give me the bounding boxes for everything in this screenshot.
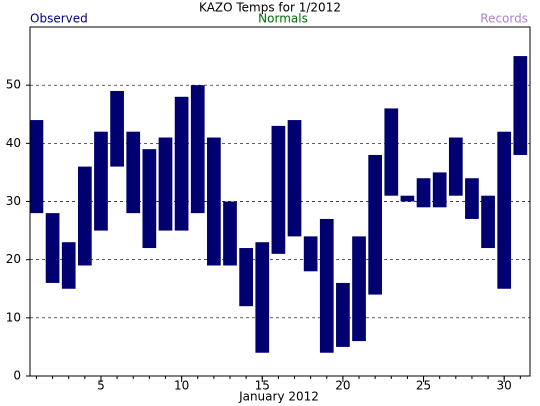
bar — [368, 154, 383, 295]
x-tick-label: 5 — [97, 379, 105, 393]
x-tick-label: 30 — [497, 379, 512, 393]
bar — [77, 166, 92, 266]
y-tick-label: 50 — [6, 78, 21, 92]
x-tick-label: 25 — [416, 379, 431, 393]
bar — [319, 218, 334, 353]
bar — [481, 195, 495, 249]
bar — [352, 236, 366, 342]
bar — [174, 96, 189, 231]
bar — [400, 195, 415, 202]
bar — [255, 242, 270, 353]
legend-label: Observed — [30, 12, 88, 26]
bar — [61, 242, 76, 289]
chart-title: KAZO Temps for 1/2012 — [199, 1, 341, 15]
bar — [239, 248, 253, 307]
x-tick-label: 15 — [255, 379, 270, 393]
bar — [110, 90, 124, 167]
y-tick-label: 30 — [6, 194, 21, 208]
bar — [497, 131, 512, 289]
bar — [190, 85, 205, 214]
bar — [416, 178, 431, 208]
bar — [223, 201, 237, 266]
bar — [384, 108, 399, 196]
x-tick-label: 10 — [174, 379, 189, 393]
plot-frame — [29, 26, 531, 377]
x-tick-label: 20 — [335, 379, 350, 393]
y-tick-label: 40 — [6, 136, 21, 150]
bar — [158, 137, 173, 231]
bar — [142, 149, 157, 249]
bar — [448, 137, 463, 196]
legend-label: Records — [480, 12, 528, 26]
bar — [287, 120, 302, 237]
x-axis-label: January 2012 — [238, 390, 319, 404]
bar — [29, 120, 44, 214]
y-tick-label: 10 — [6, 310, 21, 324]
y-tick-label: 0 — [13, 369, 21, 383]
bar — [432, 172, 447, 208]
y-tick-label: 20 — [6, 252, 21, 266]
bar — [513, 56, 528, 155]
bar — [336, 282, 350, 347]
bar — [45, 213, 60, 283]
bar — [207, 137, 221, 266]
bar — [303, 236, 318, 272]
legend-label: Normals — [258, 12, 308, 26]
bar — [465, 178, 479, 219]
bar — [271, 125, 286, 254]
bar — [94, 131, 108, 231]
bar — [126, 131, 141, 214]
